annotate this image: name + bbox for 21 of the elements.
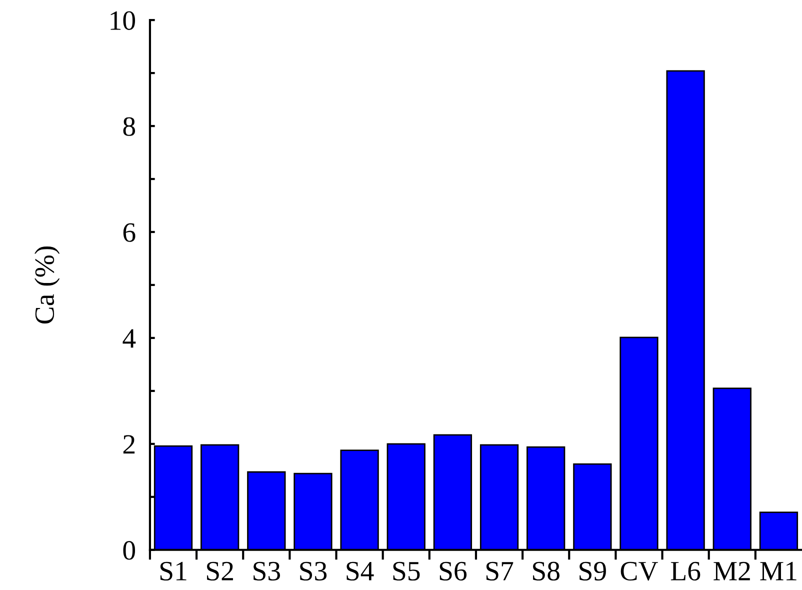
x-tick-label: M1 bbox=[760, 562, 796, 580]
x-tick-label: M2 bbox=[714, 562, 750, 580]
y-tick-label: 10 bbox=[110, 11, 136, 30]
x-tick-label: S1 bbox=[160, 562, 186, 581]
y-tick-label: 6 bbox=[123, 223, 136, 242]
x-tick-label: L6 bbox=[670, 562, 700, 581]
x-tick-label: S8 bbox=[533, 562, 560, 581]
x-tick-label: S2 bbox=[207, 562, 233, 581]
y-tick-label: 8 bbox=[123, 117, 136, 136]
x-tick-label: S5 bbox=[393, 562, 420, 581]
x-tick-label: S9 bbox=[580, 562, 606, 581]
x-tick-label: S7 bbox=[486, 562, 514, 581]
x-tick-label: CV bbox=[620, 562, 658, 581]
y-axis-title: Ca (%) bbox=[34, 246, 60, 324]
y-tick-label: 4 bbox=[122, 329, 136, 348]
x-tick-label: S3 bbox=[300, 562, 327, 581]
x-tick-label: S6 bbox=[440, 562, 467, 581]
y-tick-label: 0 bbox=[123, 541, 136, 560]
y-tick-label: 2 bbox=[123, 435, 135, 454]
x-tick-label: S4 bbox=[346, 562, 374, 581]
x-tick-label: S3 bbox=[254, 562, 280, 581]
